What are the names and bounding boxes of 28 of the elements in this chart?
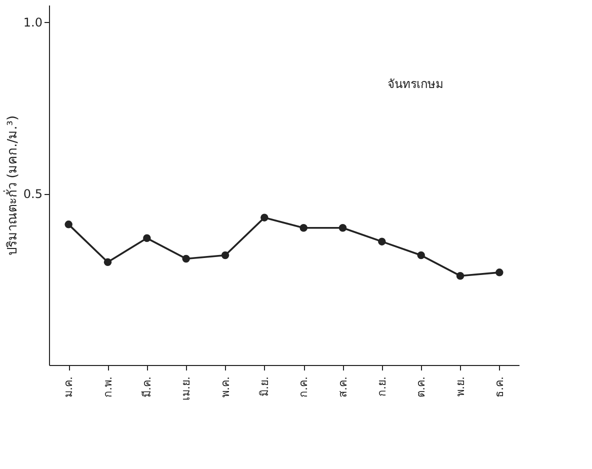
point [260, 214, 268, 222]
x-tick-label: เม.ย. [180, 376, 193, 400]
y-axis-title: ปริมาณตะกั่ว (มคก./ม.³) [3, 115, 20, 256]
point [300, 224, 308, 232]
x-tick-label: ม.ค. [62, 376, 76, 398]
x-tick-label: ส.ค. [336, 376, 350, 398]
y-tick-label: 0.5 [23, 187, 42, 202]
x-tick-label: พ.ย. [454, 376, 467, 396]
x-tick-label: ธ.ค. [492, 376, 506, 398]
x-tick-label: พ.ค. [218, 376, 232, 398]
point [221, 251, 230, 260]
point [496, 268, 504, 276]
point [182, 254, 190, 263]
x-tick-label: ก.ค. [297, 376, 310, 398]
x-tick-label: ก.พ. [101, 376, 114, 398]
x-tick-label: มิ.ย. [258, 376, 271, 396]
point [143, 234, 151, 242]
point [417, 251, 425, 260]
point [104, 258, 112, 266]
x-tick-label: ก.ย. [375, 376, 388, 396]
point [338, 224, 347, 232]
x-tick-label: มี.ค. [140, 376, 154, 398]
point [456, 272, 464, 280]
x-tick-label: ต.ค. [414, 376, 428, 398]
annotation: จันทรเกษม [388, 77, 444, 92]
y-tick-label: 1.0 [23, 16, 42, 30]
point [64, 220, 72, 228]
point [378, 238, 386, 246]
